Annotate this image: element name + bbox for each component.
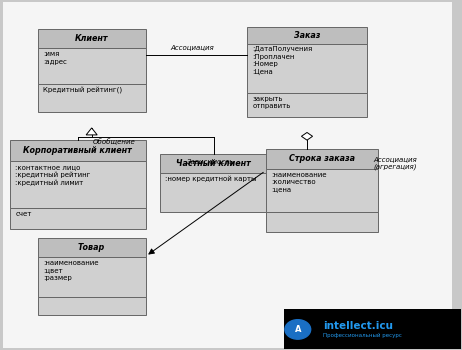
Text: :наименование
:цвет
:размер: :наименование :цвет :размер [43,260,98,281]
Bar [37,238,146,257]
Text: Строка заказа: Строка заказа [289,154,355,163]
Text: Клиент: Клиент [75,34,109,43]
Text: Обобщение: Обобщение [93,138,135,145]
Circle shape [285,320,310,339]
Text: Ассоциация
(агрегация): Ассоциация (агрегация) [374,156,418,169]
Text: A: A [295,325,301,334]
Bar [247,43,367,93]
Polygon shape [301,132,313,140]
Bar [159,154,268,173]
Text: :номер кредитной карты: :номер кредитной карты [165,175,256,182]
Bar [10,208,146,230]
Text: Кредитный рейтинг(): Кредитный рейтинг() [43,87,122,94]
Bar [37,257,146,297]
Bar [247,27,367,43]
Bar [10,140,146,161]
Bar [37,48,146,84]
Text: Частный клиент: Частный клиент [176,159,251,168]
Bar [159,173,268,212]
Bar [37,29,146,48]
Text: :имя
:адрес: :имя :адрес [43,51,67,65]
Polygon shape [86,128,97,135]
Bar [37,297,146,315]
Text: Товар: Товар [78,243,105,252]
Text: закрыть
отправить: закрыть отправить [253,96,291,109]
Bar [284,309,461,349]
Text: Профессиональный ресурс: Профессиональный ресурс [323,333,402,338]
Bar [247,93,367,117]
Bar [10,161,146,208]
Bar [266,149,378,169]
FancyBboxPatch shape [3,2,452,348]
Text: Ассоциация: Ассоциация [170,44,214,50]
Bar [37,84,146,112]
Text: :контактное лицо
:кредитный рейтинг
:кредитный лимит: :контактное лицо :кредитный рейтинг :кре… [15,164,91,187]
Text: Заказ: Заказ [294,31,320,40]
Text: intellect.icu: intellect.icu [323,321,393,331]
Bar [266,212,378,232]
Bar [266,169,378,212]
Text: :ДатаПолучения
:Проплачен
:Номер
:Цена: :ДатаПолучения :Проплачен :Номер :Цена [253,46,313,75]
Text: Зависимость: Зависимость [187,160,234,166]
Text: счет: счет [15,211,32,217]
Text: Корпоративный клиент: Корпоративный клиент [24,146,132,155]
Text: :наименование
:количество
:цена: :наименование :количество :цена [271,172,327,193]
